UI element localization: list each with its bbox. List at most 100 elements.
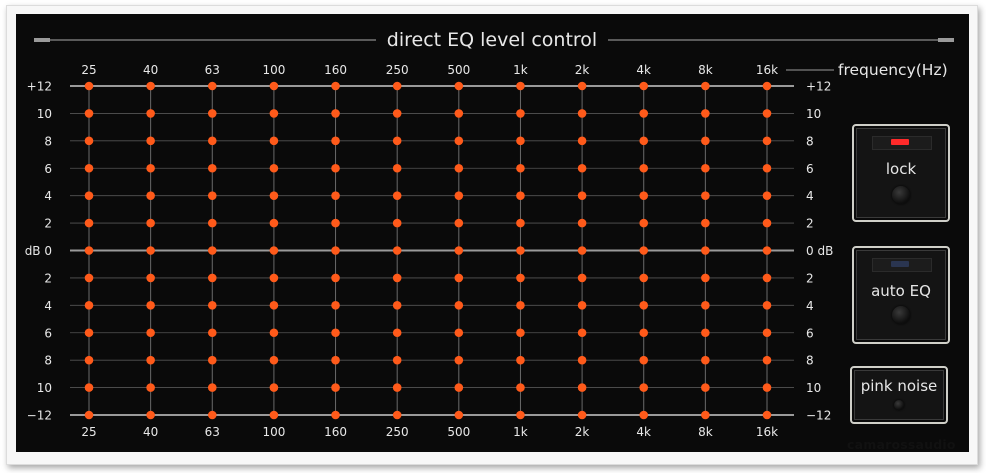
eq-led[interactable] <box>207 383 217 392</box>
eq-led[interactable] <box>146 163 155 173</box>
eq-led[interactable] <box>207 163 217 173</box>
eq-led[interactable] <box>762 355 772 365</box>
eq-led[interactable] <box>639 410 649 420</box>
eq-led[interactable] <box>454 218 464 228</box>
eq-led[interactable] <box>454 136 464 146</box>
eq-led[interactable] <box>84 246 94 255</box>
eq-led[interactable] <box>454 246 464 255</box>
eq-led[interactable] <box>269 163 279 173</box>
eq-led[interactable] <box>701 328 710 338</box>
eq-led[interactable] <box>577 246 587 255</box>
eq-led[interactable] <box>454 328 464 338</box>
eq-led[interactable] <box>331 81 340 91</box>
eq-led[interactable] <box>577 81 587 91</box>
eq-led[interactable] <box>639 218 649 228</box>
eq-led[interactable] <box>639 136 649 146</box>
eq-led[interactable] <box>146 328 155 338</box>
eq-led[interactable] <box>454 301 464 310</box>
eq-led[interactable] <box>762 273 772 283</box>
eq-led[interactable] <box>207 410 217 420</box>
eq-led[interactable] <box>762 301 772 310</box>
eq-led[interactable] <box>269 273 279 283</box>
eq-led[interactable] <box>701 246 710 255</box>
eq-led[interactable] <box>392 81 402 91</box>
eq-led[interactable] <box>146 136 155 146</box>
eq-led[interactable] <box>146 301 155 310</box>
eq-led[interactable] <box>269 383 279 392</box>
eq-led[interactable] <box>516 246 525 255</box>
eq-led[interactable] <box>269 191 279 200</box>
eq-led[interactable] <box>207 246 217 255</box>
eq-led[interactable] <box>392 383 402 392</box>
eq-led[interactable] <box>454 410 464 420</box>
eq-led[interactable] <box>639 383 649 392</box>
eq-led[interactable] <box>331 328 340 338</box>
eq-led[interactable] <box>701 355 710 365</box>
eq-led[interactable] <box>331 191 340 200</box>
eq-led[interactable] <box>516 383 525 392</box>
eq-led[interactable] <box>392 273 402 283</box>
eq-led[interactable] <box>577 163 587 173</box>
eq-led[interactable] <box>84 273 94 283</box>
eq-led[interactable] <box>701 163 710 173</box>
eq-led[interactable] <box>331 136 340 146</box>
eq-led[interactable] <box>701 191 710 200</box>
eq-led[interactable] <box>639 246 649 255</box>
eq-led[interactable] <box>701 81 710 91</box>
eq-led[interactable] <box>701 383 710 392</box>
eq-led[interactable] <box>762 218 772 228</box>
auto-eq-button[interactable]: auto EQ <box>852 246 950 344</box>
eq-led[interactable] <box>269 218 279 228</box>
eq-led[interactable] <box>639 81 649 91</box>
eq-led[interactable] <box>146 81 155 91</box>
eq-led[interactable] <box>762 136 772 146</box>
eq-led[interactable] <box>639 301 649 310</box>
eq-led[interactable] <box>84 410 94 420</box>
eq-led[interactable] <box>331 218 340 228</box>
eq-led[interactable] <box>577 383 587 392</box>
eq-led[interactable] <box>146 109 155 118</box>
eq-led[interactable] <box>762 191 772 200</box>
eq-led[interactable] <box>84 163 94 173</box>
eq-led[interactable] <box>454 355 464 365</box>
eq-led[interactable] <box>207 81 217 91</box>
eq-led[interactable] <box>84 355 94 365</box>
eq-led[interactable] <box>146 191 155 200</box>
eq-led[interactable] <box>207 301 217 310</box>
eq-led[interactable] <box>516 81 525 91</box>
eq-led[interactable] <box>84 191 94 200</box>
eq-led[interactable] <box>269 301 279 310</box>
eq-led[interactable] <box>762 246 772 255</box>
eq-led[interactable] <box>207 191 217 200</box>
eq-led[interactable] <box>701 109 710 118</box>
eq-led[interactable] <box>207 355 217 365</box>
eq-led[interactable] <box>146 410 155 420</box>
eq-led[interactable] <box>762 383 772 392</box>
eq-led[interactable] <box>269 246 279 255</box>
eq-led[interactable] <box>762 410 772 420</box>
eq-led[interactable] <box>516 410 525 420</box>
eq-led[interactable] <box>762 81 772 91</box>
eq-led[interactable] <box>577 355 587 365</box>
eq-led[interactable] <box>454 81 464 91</box>
eq-led[interactable] <box>392 163 402 173</box>
eq-led[interactable] <box>331 109 340 118</box>
eq-led[interactable] <box>392 355 402 365</box>
eq-led[interactable] <box>577 218 587 228</box>
eq-led[interactable] <box>269 81 279 91</box>
eq-led[interactable] <box>639 191 649 200</box>
eq-led[interactable] <box>146 218 155 228</box>
eq-led[interactable] <box>639 163 649 173</box>
eq-led[interactable] <box>269 109 279 118</box>
eq-led[interactable] <box>454 383 464 392</box>
eq-led[interactable] <box>84 328 94 338</box>
eq-led[interactable] <box>516 301 525 310</box>
eq-led[interactable] <box>639 109 649 118</box>
eq-led[interactable] <box>392 328 402 338</box>
eq-led[interactable] <box>577 191 587 200</box>
eq-led[interactable] <box>516 109 525 118</box>
eq-led[interactable] <box>207 136 217 146</box>
eq-led[interactable] <box>577 410 587 420</box>
eq-led[interactable] <box>392 191 402 200</box>
eq-led[interactable] <box>701 136 710 146</box>
